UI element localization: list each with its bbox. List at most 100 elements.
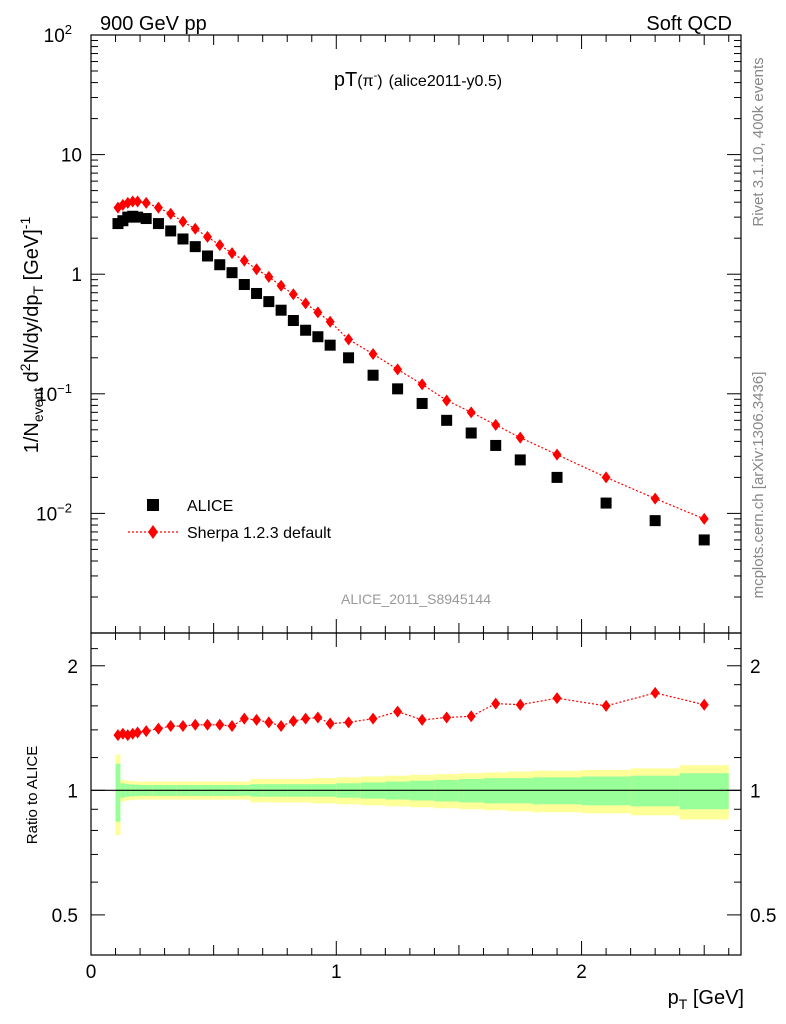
title-sup: - [374, 70, 378, 82]
sherpa-point [650, 492, 660, 505]
header-right: Soft QCD [646, 13, 732, 35]
sherpa-point [153, 201, 163, 214]
ratio-point [239, 712, 249, 725]
ratio-point [552, 692, 562, 705]
main-ytick-label: 1 [71, 265, 82, 286]
alice-point [312, 331, 324, 343]
sherpa-point [178, 215, 188, 228]
ratio-point [264, 716, 274, 729]
ratio-point [491, 697, 501, 710]
ratio-panel: 0.5 0.5 1 1 2 2 0 1 2 [52, 632, 776, 983]
sherpa-point [133, 195, 143, 208]
x-axis-label: pT [GeV] [668, 987, 744, 1012]
ratio-point [301, 712, 311, 725]
alice-point [416, 397, 428, 409]
alice-point [226, 267, 238, 279]
ratio-point [166, 720, 176, 733]
ratio-ytick-label: 0.5 [52, 906, 78, 927]
alice-point [698, 534, 710, 546]
ratio-point [313, 711, 323, 724]
plot-title: pT(π-) (alice2011-y0.5) [334, 69, 502, 91]
alice-point [165, 225, 177, 237]
ratio-point [699, 698, 709, 711]
svg-text:1/Nevent d2N/dy/dpT [GeV]-1: 1/Nevent d2N/dy/dpT [GeV]-1 [17, 217, 46, 454]
main-frame [90, 34, 742, 634]
sherpa-point [276, 279, 286, 292]
ratio-point [203, 718, 213, 731]
sherpa-point [699, 512, 709, 525]
ratio-point [650, 686, 660, 699]
sherpa-point [344, 333, 354, 346]
legend-alice-label: ALICE [187, 498, 233, 515]
sherpa-point [301, 297, 311, 310]
header-left: 900 GeV pp [100, 13, 207, 35]
alice-point [202, 250, 214, 262]
title-close: ) [377, 73, 382, 90]
ratio-frame [90, 632, 742, 956]
sherpa-point [552, 448, 562, 461]
alice-point [343, 352, 355, 364]
ratio-ytick-label-right: 2 [750, 657, 761, 678]
sherpa-point [515, 431, 525, 444]
ratio-point [133, 726, 143, 739]
ratio-point [515, 698, 525, 711]
alice-point [189, 241, 201, 253]
alice-point [287, 315, 299, 327]
legend-alice-marker [147, 499, 159, 511]
alice-point [300, 324, 312, 336]
legend-sherpa-label: Sherpa 1.2.3 default [187, 525, 332, 542]
sherpa-point [203, 230, 213, 243]
title-rest: (alice2011-y0.5) [389, 73, 503, 90]
ratio-band-green [679, 773, 729, 810]
sherpa-point [601, 471, 611, 484]
alice-point [177, 233, 189, 245]
main-ytick-label: 10−1 [36, 381, 72, 406]
ratio-ylabel: Ratio to ALICE [24, 746, 41, 844]
alice-point [152, 218, 164, 230]
ratio-point [288, 715, 298, 728]
main-ylabel: 1/Nevent d2N/dy/dpT [GeV]-1 [17, 217, 46, 454]
sherpa-point [252, 263, 262, 276]
sherpa-point [393, 363, 403, 376]
alice-point [392, 383, 404, 395]
ratio-point [252, 713, 262, 726]
alice-point [275, 304, 287, 316]
sherpa-point [166, 207, 176, 220]
alice-point [600, 497, 612, 509]
legend-sherpa-marker [148, 525, 158, 539]
alice-point [441, 414, 453, 426]
ratio-band-green [115, 763, 121, 822]
mcplots-label: mcplots.cern.ch [arXiv:1306.3436] [750, 372, 767, 599]
ratio-point [215, 718, 225, 731]
alice-point [238, 279, 250, 291]
alice-point [551, 471, 563, 483]
sherpa-point [264, 270, 274, 283]
sherpa-line [117, 200, 705, 520]
x-tick-label: 0 [86, 962, 97, 983]
main-panel: 10−2 10−1 1 10 102 [36, 22, 742, 634]
ratio-ytick-label-right: 0.5 [750, 906, 776, 927]
ratio-point [393, 705, 403, 718]
main-ytick-label: 10 [61, 146, 82, 167]
ratio-ytick-label: 1 [67, 781, 78, 802]
sherpa-point [313, 306, 323, 319]
ratio-point [190, 718, 200, 731]
sherpa-point [141, 196, 151, 209]
x-tick-label: 2 [576, 962, 587, 983]
sherpa-point [325, 315, 335, 328]
ratio-point [153, 722, 163, 735]
sherpa-point [368, 348, 378, 361]
alice-point [214, 259, 226, 271]
ratio-point [141, 725, 151, 738]
ratio-ytick-label-right: 1 [750, 781, 761, 802]
ratio-point [442, 711, 452, 724]
alice-point [132, 211, 144, 223]
ratio-ytick-label: 2 [67, 657, 78, 678]
alice-point [140, 213, 152, 225]
sherpa-point [417, 378, 427, 391]
ratio-point [325, 717, 335, 730]
alice-point [367, 369, 379, 381]
sherpa-point [239, 254, 249, 267]
sherpa-point [466, 406, 476, 419]
